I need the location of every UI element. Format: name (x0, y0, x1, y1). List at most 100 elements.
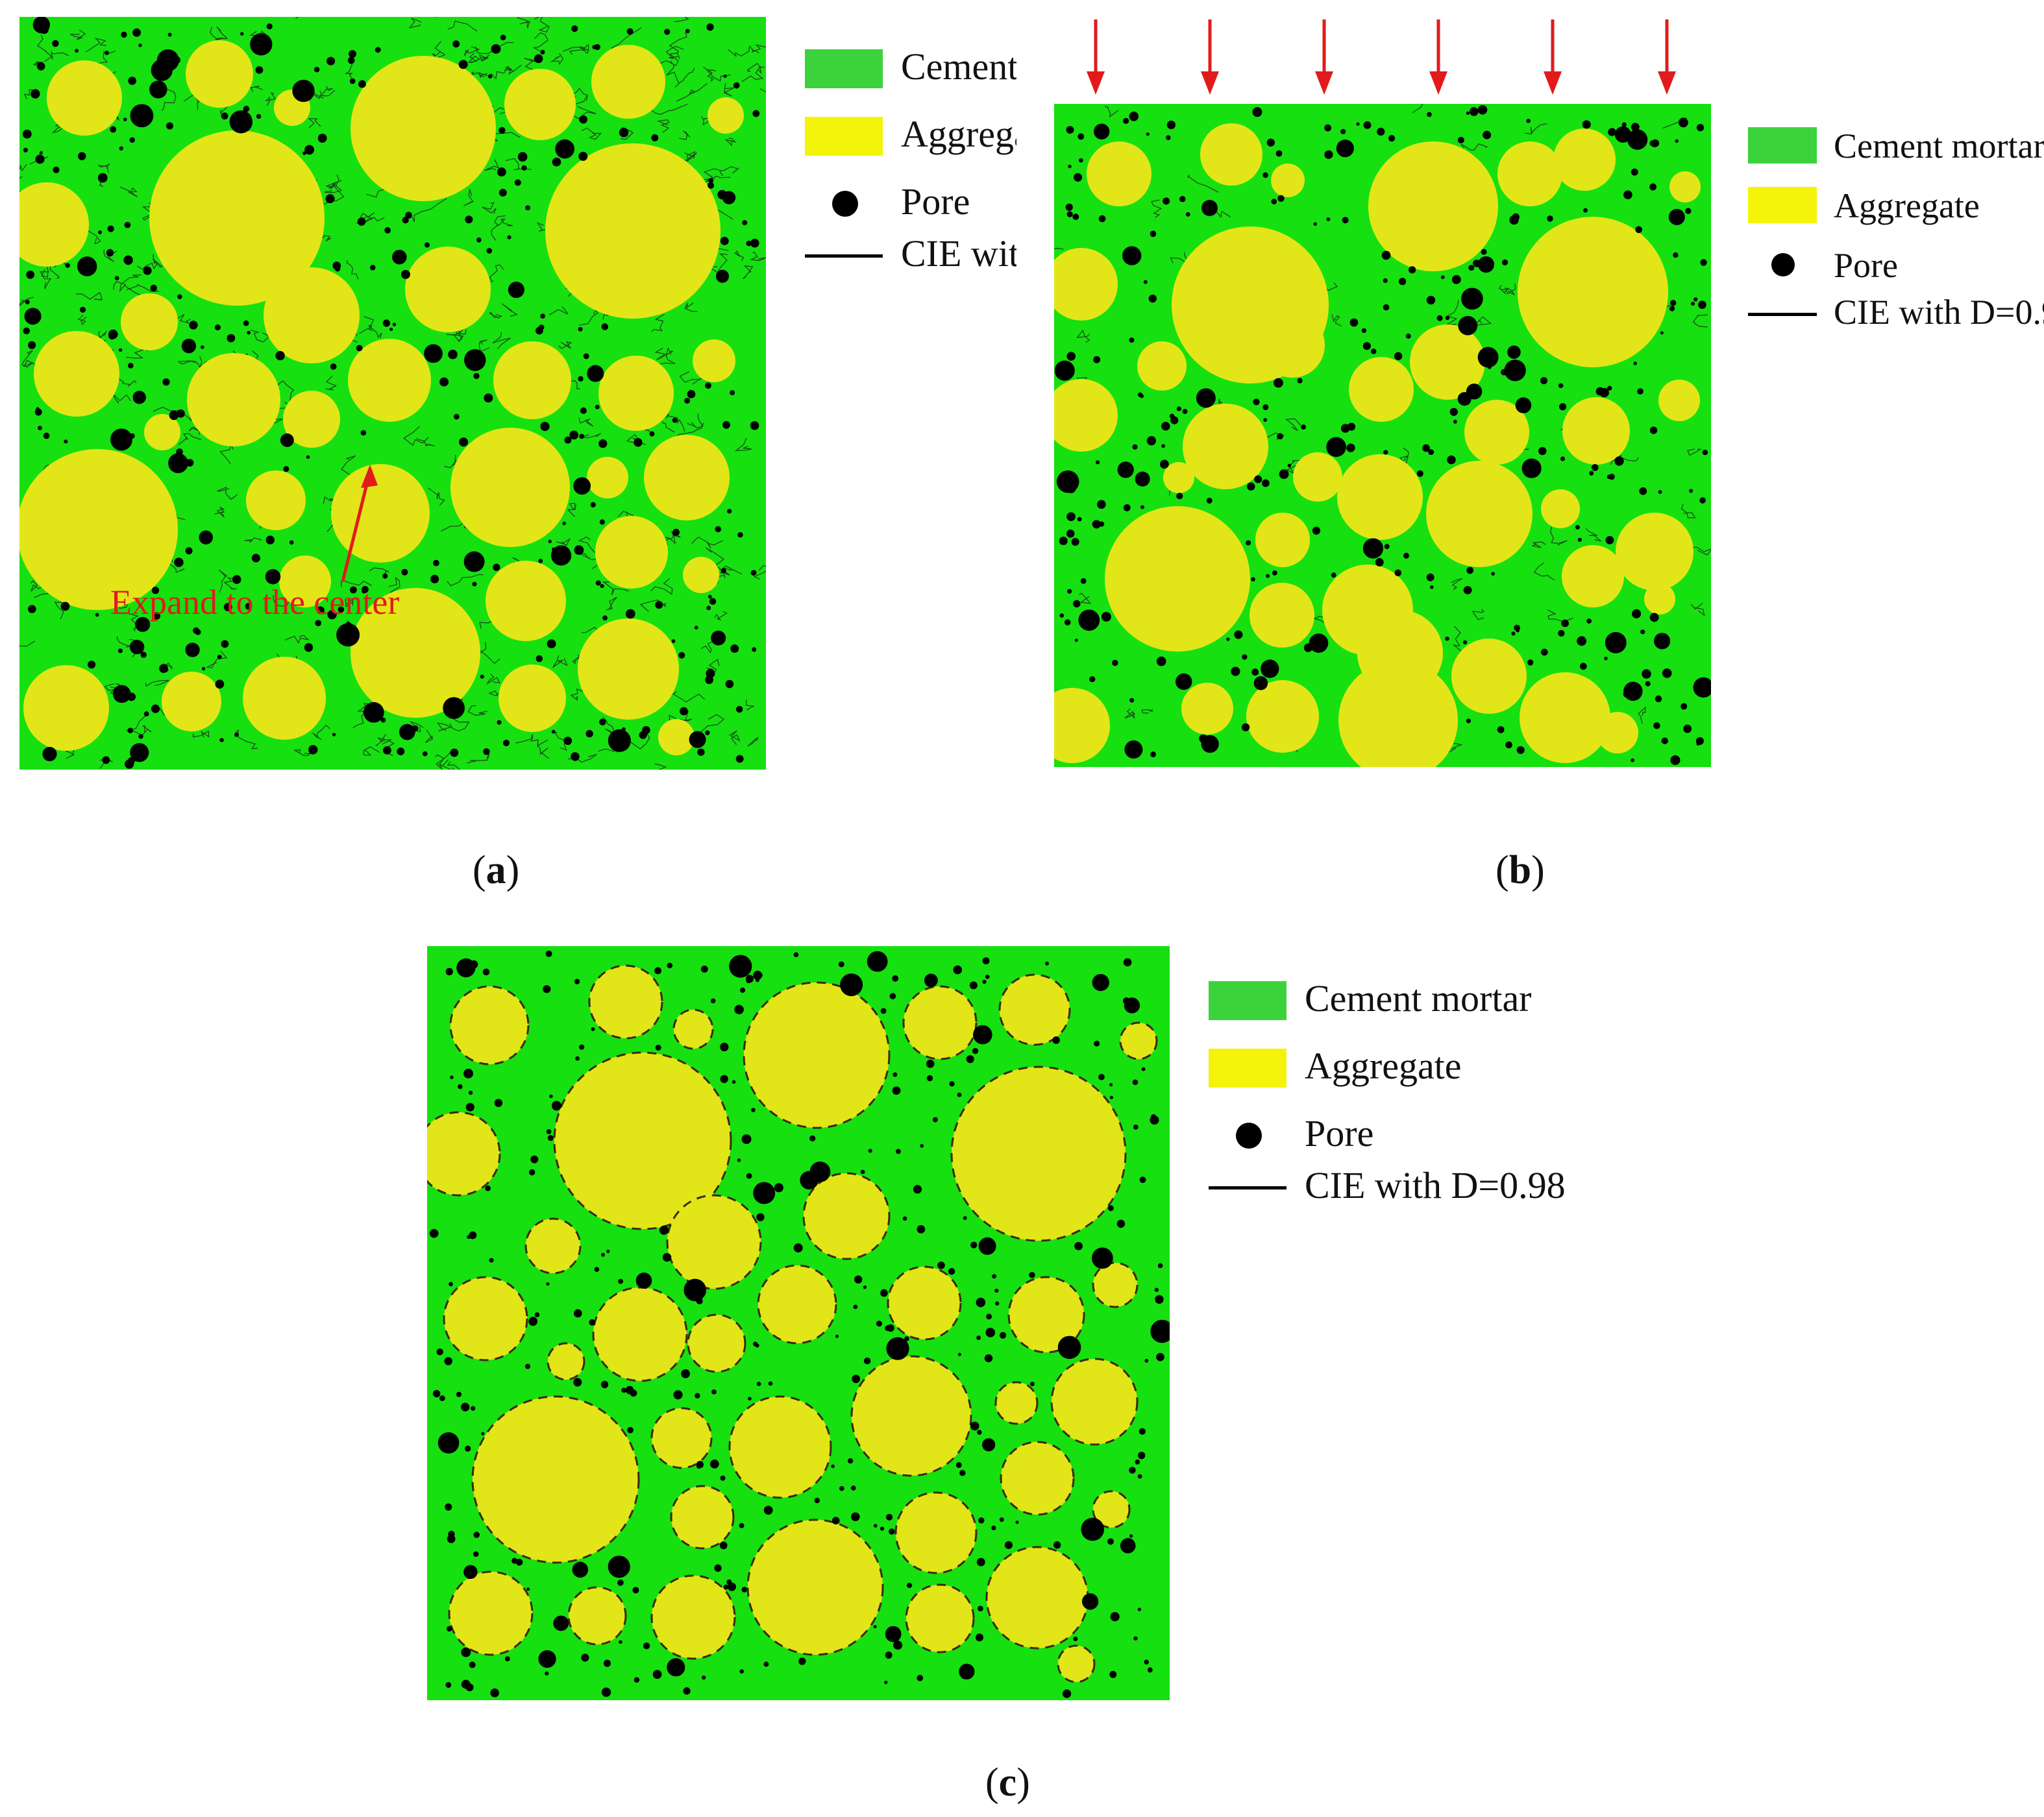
pore (814, 1497, 820, 1504)
pore (955, 1462, 962, 1469)
annotation-arrow-head-icon (361, 465, 378, 488)
pore (265, 568, 281, 585)
crack-line (115, 376, 137, 387)
pore (924, 973, 938, 988)
pore (734, 1005, 744, 1015)
aggregate-particle (545, 143, 720, 319)
panel-c (427, 946, 1170, 1700)
pore (399, 724, 415, 740)
pore (60, 602, 70, 611)
pore (219, 738, 224, 742)
aggregate-particle (1518, 217, 1668, 367)
pore (555, 139, 574, 159)
pore (851, 1512, 860, 1522)
pore (1445, 636, 1449, 641)
pore (600, 583, 604, 589)
pore (1073, 1637, 1078, 1642)
crack-line (214, 506, 225, 518)
pore (265, 535, 275, 544)
pore (579, 115, 587, 124)
pore (977, 1430, 982, 1435)
legend-b-mortar: Cement mortar (1748, 118, 2044, 178)
pore (551, 729, 556, 734)
pore (1133, 1125, 1139, 1130)
mortar-swatch (1209, 981, 1287, 1020)
pore (733, 82, 740, 89)
pore (893, 1072, 898, 1077)
aggregate-particle (283, 391, 340, 448)
crack-line (579, 310, 598, 326)
pore (1079, 158, 1083, 163)
pore (667, 1658, 685, 1677)
pore (1140, 505, 1144, 509)
pore (885, 1651, 893, 1659)
pore (708, 594, 712, 599)
pore (497, 167, 506, 177)
pore (1449, 408, 1458, 416)
pore (1052, 1036, 1060, 1044)
pore (463, 349, 486, 371)
pore (42, 746, 57, 762)
pore (995, 1301, 1000, 1306)
compression-load-arrows (1087, 19, 1676, 95)
pore (1263, 418, 1267, 422)
pore (643, 1642, 650, 1650)
pore (719, 1541, 728, 1550)
pore (673, 1390, 683, 1400)
pore (1135, 471, 1150, 487)
pore (1262, 172, 1268, 178)
pore (1066, 530, 1075, 538)
aggregate-particle (746, 1518, 884, 1656)
pore (1540, 648, 1548, 656)
pore (283, 466, 289, 472)
aggregate-particle (279, 555, 331, 607)
pore (1201, 200, 1218, 216)
pore (445, 1503, 452, 1511)
crack-line (345, 598, 354, 607)
crack-line (320, 86, 336, 97)
pore (809, 1135, 816, 1141)
pore (1635, 226, 1642, 234)
pore (1653, 633, 1671, 650)
pore (1669, 306, 1675, 311)
crack-line (650, 578, 673, 595)
pore (1427, 112, 1432, 117)
pore (735, 755, 744, 763)
aggregate-particle (1597, 712, 1638, 753)
pore (585, 729, 593, 738)
pore (1297, 378, 1303, 384)
crack-line (375, 734, 387, 746)
pore (325, 194, 335, 204)
pore (601, 1687, 611, 1697)
aggregate-particle (1271, 164, 1305, 197)
load-arrow-head (1658, 71, 1676, 95)
pore (43, 432, 50, 439)
pore (1346, 443, 1355, 452)
pore (892, 1086, 901, 1095)
aggregate-particle (1553, 128, 1616, 191)
pore (360, 430, 367, 436)
pore (1059, 537, 1068, 545)
pore (193, 627, 200, 634)
pore (603, 1659, 611, 1667)
pore (1461, 287, 1483, 310)
crack-line (273, 595, 294, 607)
pore (626, 28, 634, 35)
pore (1561, 619, 1569, 628)
pore (35, 154, 45, 164)
pore (1182, 409, 1188, 414)
pore (450, 748, 459, 757)
pore (600, 1380, 609, 1389)
pore (316, 606, 325, 615)
pore (128, 77, 137, 85)
pore (430, 574, 439, 583)
pore (149, 80, 167, 99)
crack-line (684, 151, 695, 163)
pore (839, 1485, 844, 1491)
pore (1137, 1474, 1142, 1479)
pore (1436, 315, 1443, 321)
pore (984, 1354, 993, 1363)
pore (550, 545, 572, 566)
pore (243, 105, 250, 112)
pore (730, 644, 739, 653)
